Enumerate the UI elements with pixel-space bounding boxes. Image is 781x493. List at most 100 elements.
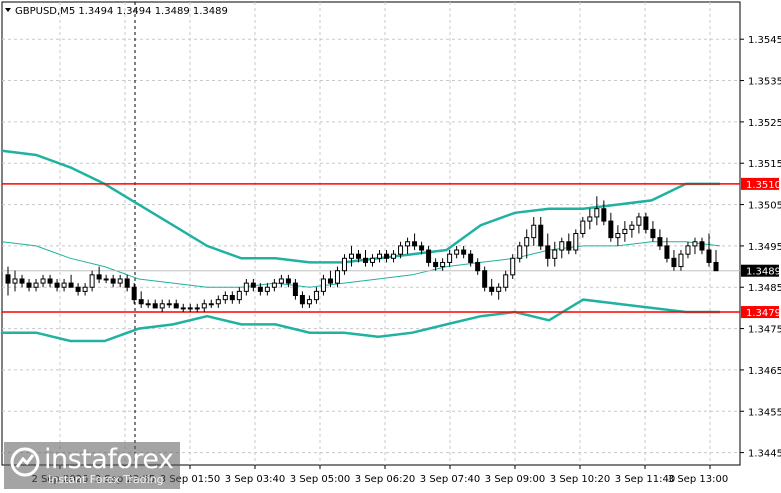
candle-body: [363, 257, 369, 263]
candle-body: [201, 303, 207, 309]
candle-body: [608, 220, 614, 239]
candle-body: [292, 282, 298, 297]
watermark-tagline: Instant Forex Trading: [48, 473, 164, 486]
candle-body: [257, 286, 263, 292]
candle-body: [650, 228, 656, 239]
chart-header: GBPUSD,M5 1.3494 1.3494 1.3489 1.3489: [15, 6, 228, 17]
plot-frame: [1, 1, 741, 466]
candle-body: [355, 253, 361, 259]
candle-body: [405, 241, 411, 247]
candle-body: [587, 216, 593, 222]
candle-body: [692, 241, 698, 247]
candle-body: [68, 282, 74, 288]
current-price-tag: [741, 264, 779, 277]
level-price-tag: [741, 177, 779, 190]
y-tick-label: 1.3455: [748, 407, 781, 418]
candle-body: [236, 290, 242, 301]
candle-body: [82, 286, 88, 292]
y-tick-label: 1.3535: [748, 77, 781, 88]
candle-body: [475, 261, 481, 272]
candle-body: [524, 237, 530, 247]
candle-body: [33, 282, 39, 288]
candle-body: [348, 253, 354, 259]
candle-body: [75, 286, 81, 292]
candle-body: [482, 270, 488, 288]
candle-body: [664, 245, 670, 259]
y-tick-label: 1.3465: [748, 366, 781, 377]
candle-body: [412, 241, 418, 247]
bollinger-upper-band: [1, 149, 720, 264]
y-tick-label: 1.3525: [748, 118, 781, 129]
candle-body: [433, 261, 439, 268]
candle-body: [657, 237, 663, 247]
candle-body: [370, 257, 376, 263]
candle-body: [194, 307, 200, 310]
watermark-brand: instaforex: [44, 444, 174, 475]
candle-body: [271, 282, 277, 288]
x-tick-label: 3 Sep 07:40: [420, 474, 480, 485]
candle-body: [131, 286, 137, 301]
candle-body: [601, 208, 607, 222]
x-tick-label: 3 Sep 06:20: [355, 474, 415, 485]
y-tick-label: 1.3505: [748, 201, 781, 212]
candle-body: [699, 241, 705, 251]
candle-body: [454, 249, 460, 255]
candle-body: [559, 241, 565, 251]
candle-body: [643, 216, 649, 230]
candle-body: [264, 286, 270, 292]
candle-body: [496, 286, 502, 292]
candle-body: [12, 278, 18, 284]
candle-body: [243, 282, 249, 292]
instaforex-logo-icon: [10, 447, 40, 477]
candle-body: [229, 295, 235, 301]
candle-body: [54, 282, 60, 288]
candle-body: [489, 286, 495, 292]
candle-body: [517, 245, 523, 259]
level-price-label: 1.3510: [746, 180, 781, 191]
candle-body: [19, 278, 25, 284]
candle-body: [461, 249, 467, 255]
candle-body: [299, 295, 305, 305]
candle-body: [89, 274, 95, 288]
candle-body: [580, 220, 586, 235]
y-tick-label: 1.3445: [748, 449, 781, 460]
candle-body: [468, 253, 474, 263]
candle-body: [61, 282, 67, 288]
candle-body: [622, 228, 628, 235]
candle-body: [391, 253, 397, 259]
candle-body: [110, 278, 116, 284]
bollinger-lower-band: [2, 298, 720, 343]
symbol-dropdown-icon[interactable]: [5, 8, 11, 12]
candle-body: [47, 278, 53, 284]
candle-body: [327, 278, 333, 284]
candle-body: [96, 274, 102, 280]
candle-body: [117, 278, 123, 284]
candle-body: [208, 303, 214, 306]
instaforex-watermark: instaforex Instant Forex Trading: [4, 442, 180, 489]
x-tick-label: 3 Sep 13:00: [668, 474, 728, 485]
candle-body: [306, 299, 312, 305]
candle-body: [285, 278, 291, 284]
current-price-label: 1.3489: [746, 267, 781, 278]
candle-body: [419, 245, 425, 251]
candle-body: [426, 249, 432, 263]
candle-body: [384, 253, 390, 259]
candle-body: [124, 278, 130, 288]
candle-body: [503, 274, 509, 288]
candle-body: [138, 299, 144, 305]
candle-body: [538, 224, 544, 247]
candle-body: [594, 208, 600, 218]
candle-body: [615, 233, 621, 239]
candle-body: [180, 307, 186, 310]
candle-body: [313, 290, 319, 301]
candle-body: [510, 257, 516, 276]
x-tick-label: 3 Sep 03:40: [225, 474, 285, 485]
y-tick-label: 1.3485: [748, 283, 781, 294]
candle-body: [26, 282, 32, 288]
candle-body: [552, 249, 558, 259]
candle-body: [334, 270, 340, 284]
y-tick-label: 1.3475: [748, 325, 781, 336]
level-price-tag: [741, 306, 779, 319]
